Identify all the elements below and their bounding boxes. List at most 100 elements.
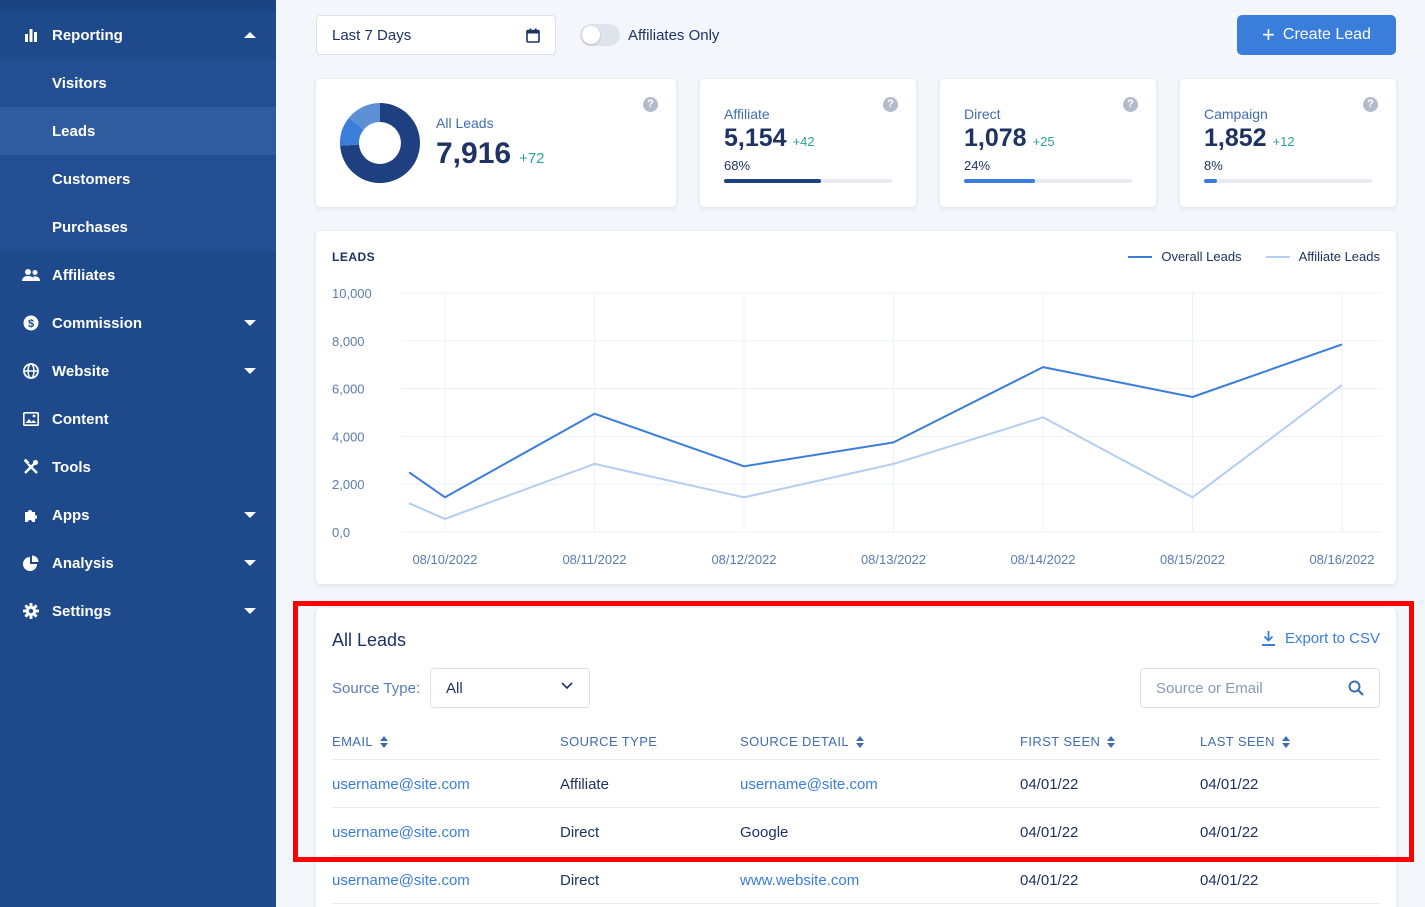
date-range-picker[interactable]: Last 7 Days (316, 15, 556, 55)
all-leads-label: All Leads (436, 115, 494, 131)
column-header[interactable]: FIRST SEEN (1020, 734, 1116, 749)
column-header-label: SOURCE TYPE (560, 734, 658, 749)
help-icon[interactable]: ? (1363, 97, 1378, 112)
stat-value: 5,154 (724, 124, 787, 152)
sort-icon (1281, 735, 1290, 748)
create-lead-button[interactable]: + Create Lead (1237, 15, 1396, 55)
sidebar-item-purchases[interactable]: Purchases (52, 218, 128, 236)
calendar-icon (526, 28, 540, 47)
last-seen-cell: 04/01/22 (1200, 776, 1259, 793)
sidebar-item-leads[interactable]: Leads (0, 107, 276, 155)
sidebar-item-tools[interactable]: Tools (0, 443, 276, 491)
stat-progress-bar (964, 179, 1132, 183)
help-icon[interactable]: ? (1123, 97, 1138, 112)
sidebar-item-website[interactable]: Website (0, 347, 276, 395)
first-seen-cell: 04/01/22 (1020, 776, 1079, 793)
leads-donut-chart (340, 103, 421, 183)
x-tick-label: 08/14/2022 (1010, 552, 1075, 567)
all-leads-delta: +72 (519, 150, 545, 167)
sidebar-item-customers[interactable]: Customers (52, 170, 131, 188)
column-header-label: LAST SEEN (1200, 734, 1275, 749)
sidebar-item-apps[interactable]: Apps (0, 491, 276, 539)
toggle-knob (582, 26, 600, 44)
leads-line-chart: 10,000 8,000 6,000 4,000 2,000 0,0 08/10/2022 0… (332, 286, 1382, 567)
source-type-cell: Direct (560, 872, 600, 889)
dollar-icon: $ (22, 314, 40, 332)
series-line-affiliate-leads (408, 384, 1343, 520)
sidebar-item-commission[interactable]: $ Commission (0, 299, 276, 347)
stat-value-row: 1,852 +12 (1204, 124, 1295, 153)
legend-item-affiliate[interactable]: Affiliate Leads (1265, 249, 1380, 264)
stat-progress-bar (724, 179, 892, 183)
email-link[interactable]: username@site.com (332, 872, 470, 889)
source-type-value: All (446, 679, 463, 697)
sidebar-item-visitors[interactable]: Visitors (52, 74, 107, 92)
stat-percent: 8% (1204, 158, 1223, 173)
puzzle-icon (22, 506, 40, 524)
sidebar-item-label: Analysis (52, 554, 114, 572)
sidebar-item-reporting[interactable]: Reporting (0, 11, 276, 59)
last-seen-cell: 04/01/22 (1200, 872, 1259, 889)
date-range-value: Last 7 Days (332, 26, 412, 44)
column-header[interactable]: SOURCE TYPE (560, 734, 657, 749)
stat-value: 1,852 (1204, 124, 1267, 152)
globe-icon (22, 362, 40, 380)
download-icon (1261, 631, 1275, 646)
leads-chart-card: LEADS Overall Leads Affiliate Leads 10,0… (316, 231, 1396, 584)
x-tick-label: 08/15/2022 (1160, 552, 1225, 567)
sidebar-item-label: Settings (52, 602, 112, 620)
help-icon[interactable]: ? (883, 97, 898, 112)
sidebar-item-content[interactable]: Content (0, 395, 276, 443)
stat-delta: +25 (1032, 134, 1055, 149)
chevron-down-icon (244, 608, 256, 614)
email-link[interactable]: username@site.com (332, 776, 470, 793)
export-csv-link[interactable]: Export to CSV (1261, 630, 1380, 647)
stat-percent: 24% (964, 158, 991, 173)
affiliates-only-toggle-group: Affiliates Only (580, 24, 719, 46)
search-input[interactable]: Source or Email (1140, 668, 1380, 708)
source-type-cell: Direct (560, 824, 600, 841)
email-link[interactable]: username@site.com (332, 824, 470, 841)
sort-icon (380, 735, 389, 748)
all-leads-card: All Leads 7,916 +72 ? (316, 79, 676, 207)
column-header[interactable]: SOURCE DETAIL (740, 734, 864, 749)
help-icon[interactable]: ? (643, 97, 658, 112)
affiliates-only-toggle[interactable] (580, 24, 620, 46)
gear-icon (22, 602, 40, 620)
sidebar-item-label: Commission (52, 314, 143, 332)
series-line-overall-leads (408, 343, 1343, 499)
source-type-cell: Affiliate (560, 776, 609, 793)
sidebar-item-settings[interactable]: Settings (0, 587, 276, 635)
legend-swatch (1265, 255, 1290, 258)
legend-item-overall[interactable]: Overall Leads (1128, 249, 1242, 264)
stat-value: 1,078 (964, 124, 1027, 152)
source-detail-cell[interactable]: username@site.com (740, 776, 878, 793)
chevron-down-icon (244, 320, 256, 326)
column-header[interactable]: EMAIL (332, 734, 389, 749)
affiliates-only-label: Affiliates Only (628, 26, 720, 44)
y-tick-label: 2,000 (332, 477, 365, 492)
source-detail-cell[interactable]: www.website.com (740, 872, 860, 889)
y-tick-label: 0,0 (332, 525, 350, 540)
column-header-label: FIRST SEEN (1020, 734, 1101, 749)
sidebar-item-analysis[interactable]: Analysis (0, 539, 276, 587)
table-title: All Leads (332, 630, 407, 650)
sidebar-item-affiliates[interactable]: Affiliates (0, 251, 276, 299)
y-tick-label: 8,000 (332, 334, 365, 349)
chart-title: LEADS (332, 250, 376, 264)
x-tick-label: 08/13/2022 (861, 552, 926, 567)
sidebar-item-label: Reporting (52, 26, 123, 44)
x-tick-label: 08/16/2022 (1309, 552, 1374, 567)
stat-progress-bar (1204, 179, 1372, 183)
header-divider (332, 759, 1380, 760)
svg-text:$: $ (28, 318, 34, 330)
reporting-submenu: Visitors Leads Customers Purchases (0, 59, 276, 251)
pie-icon (22, 554, 40, 572)
sidebar-item-label: Content (52, 410, 109, 428)
sort-icon (855, 735, 864, 748)
chevron-up-icon (244, 32, 256, 38)
column-header[interactable]: LAST SEEN (1200, 734, 1290, 749)
sidebar-item-label: Apps (52, 506, 90, 524)
tools-icon (22, 458, 40, 476)
source-type-select[interactable]: All (430, 668, 590, 708)
